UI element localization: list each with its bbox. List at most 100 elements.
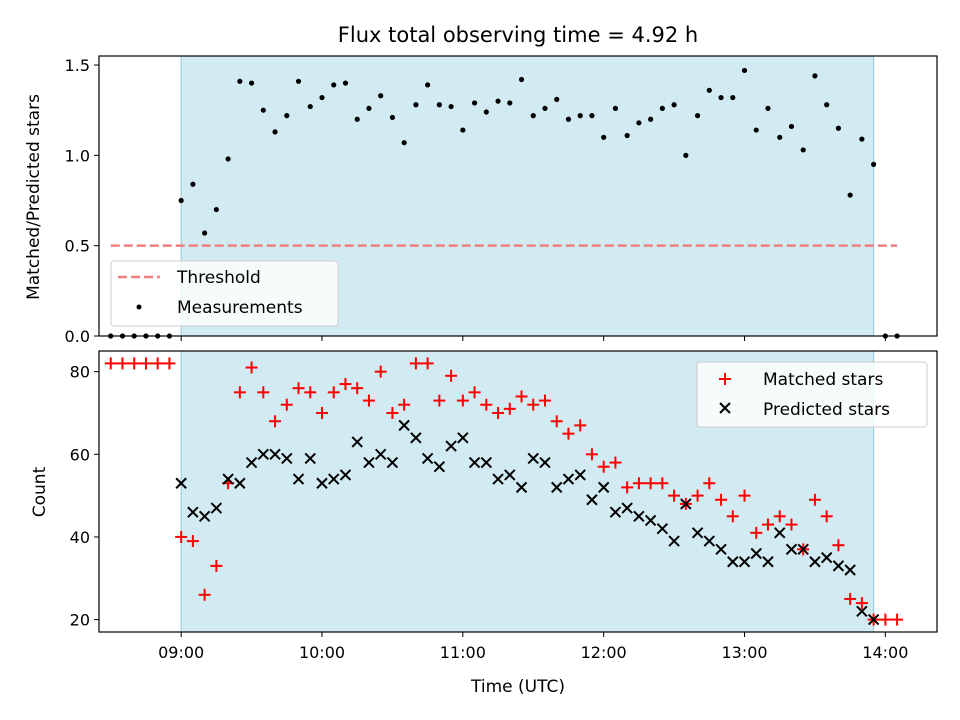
matched-star-point	[538, 394, 551, 407]
matched-star-point	[808, 493, 821, 506]
predicted-star-point	[586, 494, 598, 506]
matched-star-point	[562, 427, 575, 440]
measurement-point	[835, 125, 842, 131]
predicted-star-stroke	[797, 543, 809, 556]
measurement-point	[331, 82, 337, 88]
predicted-star-stroke	[386, 456, 399, 469]
predicted-star-point	[832, 560, 845, 572]
predicted-star-stroke	[785, 543, 798, 556]
predicted-star-point	[410, 432, 422, 444]
legend-threshold-label: Threshold	[176, 268, 261, 288]
measurement-point	[788, 123, 795, 130]
x-tick-label: 14:00	[862, 643, 908, 662]
y-tick-label: 0.5	[65, 237, 90, 256]
predicted-star-stroke	[410, 432, 422, 444]
predicted-star-point	[374, 448, 387, 461]
predicted-star-point	[328, 473, 340, 485]
measurement-point	[624, 132, 630, 139]
measurement-point	[601, 134, 607, 140]
matched-star-point	[233, 386, 246, 399]
predicted-star-stroke	[316, 477, 328, 489]
matched-star-point	[503, 402, 516, 415]
matched-star-point	[257, 386, 270, 399]
predicted-star-stroke	[703, 535, 716, 547]
x-tick-label: 09:00	[158, 643, 204, 662]
predicted-star-point	[504, 469, 516, 481]
measurement-point	[260, 107, 266, 113]
measurement-point	[871, 161, 877, 167]
matched-star-point	[785, 518, 798, 531]
y-tick-label: 40	[70, 528, 90, 547]
matched-star-point	[761, 518, 774, 531]
predicted-star-point	[198, 510, 211, 523]
matched-star-point	[832, 539, 845, 552]
predicted-star-point	[562, 473, 575, 485]
predicted-star-stroke	[445, 440, 457, 452]
predicted-star-point	[492, 473, 504, 485]
predicted-star-point	[703, 535, 716, 547]
y-tick-label: 20	[70, 611, 90, 630]
matched-star-point	[269, 415, 282, 428]
matched-star-point	[139, 357, 152, 370]
predicted-star-stroke	[281, 452, 293, 465]
measurement-point	[812, 73, 818, 79]
x-tick-label: 11:00	[440, 643, 486, 662]
predicted-star-stroke	[597, 481, 610, 494]
legend-predicted-label: Predicted stars	[763, 400, 890, 420]
legend-measurements-label: Measurements	[177, 298, 303, 318]
predicted-star-point	[339, 469, 352, 481]
predicted-star-stroke	[668, 535, 680, 547]
y-tick-label: 0.0	[65, 327, 90, 346]
measurement-point	[190, 181, 196, 187]
matched-star-point	[128, 357, 141, 370]
measurement-point	[272, 129, 278, 135]
measurement-point	[530, 113, 536, 119]
matched-star-point	[597, 460, 610, 473]
measurement-point	[378, 93, 384, 99]
matched-star-point	[656, 477, 669, 490]
predicted-star-point	[633, 510, 645, 523]
predicted-star-point	[539, 456, 551, 469]
predicted-star-stroke	[633, 510, 645, 523]
predicted-star-point	[433, 460, 446, 473]
matched-star-point	[703, 477, 716, 490]
predicted-star-stroke	[867, 613, 880, 626]
measurement-point	[389, 114, 396, 121]
measurement-point	[577, 113, 583, 119]
predicted-star-stroke	[820, 551, 833, 564]
measurement-point	[636, 120, 642, 126]
measurement-point	[248, 80, 255, 86]
matched-star-point	[198, 588, 211, 601]
predicted-star-stroke	[468, 456, 481, 469]
predicted-star-point	[363, 456, 375, 469]
y-tick-label: 1.5	[65, 56, 90, 75]
predicted-star-stroke	[339, 469, 352, 481]
predicted-star-point	[785, 543, 798, 556]
y-tick-label: 1.0	[65, 146, 90, 165]
measurement-point	[800, 147, 806, 153]
measurement-point	[648, 116, 654, 122]
predicted-star-point	[621, 502, 633, 514]
predicted-star-stroke	[844, 564, 856, 576]
measurement-point	[518, 76, 525, 83]
measurement-point	[354, 116, 360, 122]
matched-star-point	[186, 535, 199, 548]
measurement-point	[542, 105, 548, 111]
matched-star-point	[855, 597, 868, 610]
predicted-star-point	[480, 456, 493, 469]
predicted-star-point	[668, 535, 680, 547]
predicted-star-point	[257, 448, 270, 461]
measurement-point	[824, 102, 830, 108]
predicted-star-point	[468, 456, 481, 469]
matched-star-point	[292, 382, 305, 395]
predicted-star-stroke	[198, 510, 211, 523]
matched-star-point	[315, 406, 328, 419]
measurement-point	[483, 109, 489, 115]
predicted-star-stroke	[551, 481, 563, 494]
predicted-star-stroke	[715, 543, 727, 556]
predicted-star-stroke	[269, 448, 281, 461]
matched-star-point	[175, 530, 188, 543]
predicted-star-stroke	[210, 502, 223, 514]
count-legend: Matched stars Predicted stars	[696, 361, 928, 428]
predicted-star-stroke	[351, 436, 363, 448]
